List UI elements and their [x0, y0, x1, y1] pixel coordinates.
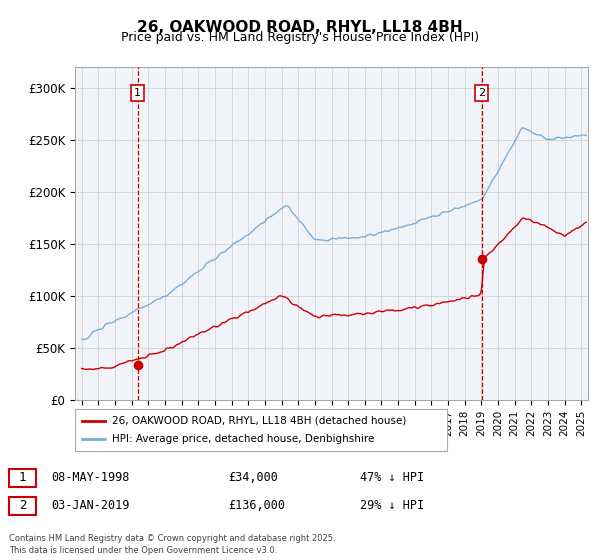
Text: 03-JAN-2019: 03-JAN-2019 — [51, 498, 130, 512]
Text: 26, OAKWOOD ROAD, RHYL, LL18 4BH: 26, OAKWOOD ROAD, RHYL, LL18 4BH — [137, 20, 463, 35]
Text: £34,000: £34,000 — [228, 470, 278, 484]
Text: 47% ↓ HPI: 47% ↓ HPI — [360, 470, 424, 484]
Text: 2: 2 — [19, 500, 26, 512]
Text: Price paid vs. HM Land Registry's House Price Index (HPI): Price paid vs. HM Land Registry's House … — [121, 31, 479, 44]
Text: 08-MAY-1998: 08-MAY-1998 — [51, 470, 130, 484]
Text: 26, OAKWOOD ROAD, RHYL, LL18 4BH (detached house): 26, OAKWOOD ROAD, RHYL, LL18 4BH (detach… — [112, 416, 407, 426]
Text: 1: 1 — [134, 88, 141, 98]
Text: £136,000: £136,000 — [228, 498, 285, 512]
Text: 2: 2 — [478, 88, 485, 98]
Text: 1: 1 — [19, 472, 26, 484]
Text: Contains HM Land Registry data © Crown copyright and database right 2025.
This d: Contains HM Land Registry data © Crown c… — [9, 534, 335, 555]
Text: HPI: Average price, detached house, Denbighshire: HPI: Average price, detached house, Denb… — [112, 434, 374, 444]
Text: 29% ↓ HPI: 29% ↓ HPI — [360, 498, 424, 512]
